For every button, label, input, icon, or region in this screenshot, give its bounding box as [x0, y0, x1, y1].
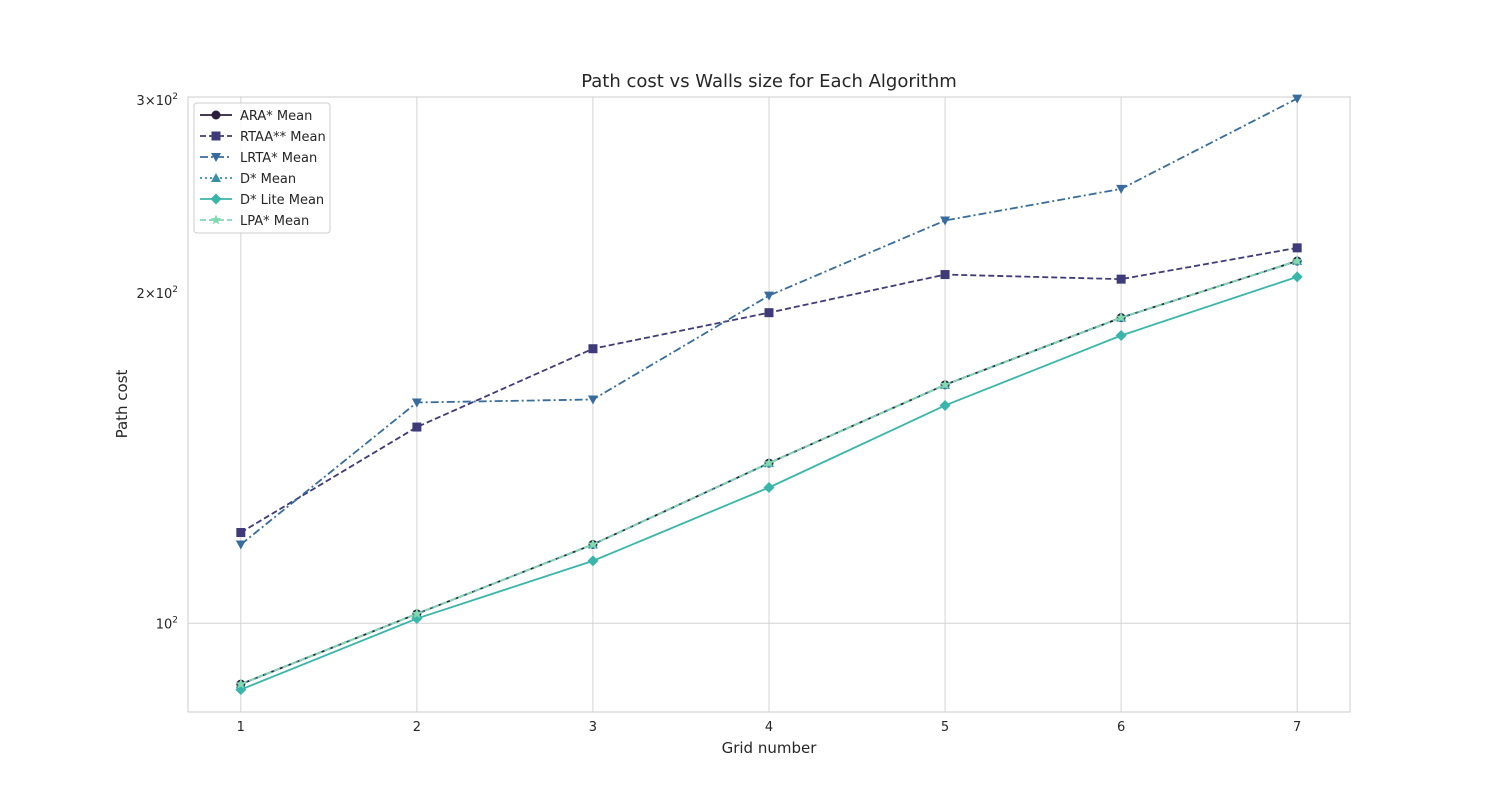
data-point — [1291, 255, 1303, 266]
y-tick-coef: 2× — [137, 287, 156, 302]
legend-entry: D* Lite Mean — [200, 193, 324, 208]
legend-label: RTAA** Mean — [240, 130, 326, 145]
data-point — [588, 344, 598, 354]
data-point — [411, 398, 422, 408]
y-tick-exponent: 2 — [172, 615, 178, 625]
data-point — [764, 291, 774, 301]
y-tick-exponent: 2 — [172, 92, 178, 102]
plot-frame — [187, 96, 1351, 713]
x-tick-label: 3 — [589, 720, 597, 735]
data-point — [1115, 312, 1127, 323]
series-layer — [235, 94, 1303, 696]
data-point — [1116, 274, 1126, 284]
legend-marker — [211, 131, 221, 141]
x-axis-label: Grid number — [722, 739, 818, 757]
data-point — [587, 538, 599, 549]
data-point — [587, 395, 598, 405]
legend-label: D* Lite Mean — [240, 193, 324, 208]
data-point — [763, 457, 775, 468]
chart-title: Path cost vs Walls size for Each Algorit… — [581, 71, 957, 92]
data-point — [411, 613, 423, 625]
data-point — [939, 399, 951, 411]
legend-label: LRTA* Mean — [240, 151, 317, 166]
data-point — [412, 422, 422, 432]
legend-marker — [211, 153, 221, 162]
data-point — [764, 308, 774, 318]
y-tick-label: 102 — [156, 615, 178, 632]
data-point — [1115, 330, 1127, 342]
legend-entry: ARA* Mean — [200, 109, 312, 124]
data-point — [236, 528, 246, 538]
legend-entry: RTAA** Mean — [200, 130, 326, 145]
y-axis-label: Path cost — [113, 369, 131, 438]
x-tick-label: 7 — [1293, 720, 1301, 735]
data-point — [235, 540, 246, 550]
data-point — [1292, 243, 1302, 253]
x-tick-label: 2 — [413, 720, 421, 735]
series-2 — [235, 94, 1303, 550]
x-tick-label: 5 — [941, 720, 949, 735]
data-point — [235, 678, 247, 689]
y-tick-base: 10 — [156, 287, 173, 302]
legend-label: D* Mean — [240, 172, 296, 187]
y-tick-coef: 3× — [137, 94, 156, 109]
data-point — [587, 555, 599, 567]
data-point — [763, 481, 775, 493]
x-tick-label: 6 — [1117, 720, 1125, 735]
legend-label: ARA* Mean — [240, 109, 312, 124]
legend-marker — [211, 173, 221, 182]
y-tick-base: 10 — [156, 94, 173, 109]
legend-marker — [211, 110, 221, 120]
legend: ARA* Mean RTAA** Mean LRTA* Mean D* Mean D* … — [193, 102, 331, 234]
legend-marker — [210, 214, 222, 225]
data-point — [1116, 184, 1127, 194]
y-tick-label: 2×102 — [137, 285, 178, 302]
data-point — [940, 216, 951, 226]
legend-entry: LPA* Mean — [200, 214, 309, 229]
legend-entry: D* Mean — [200, 172, 296, 187]
data-point — [939, 379, 951, 390]
data-point — [940, 270, 950, 280]
y-tick-base: 10 — [156, 617, 173, 632]
y-tick-label: 3×102 — [137, 92, 178, 109]
series-4 — [235, 271, 1303, 696]
legend-entry: LRTA* Mean — [200, 151, 317, 166]
data-point — [1292, 94, 1303, 104]
x-tick-label: 1 — [237, 720, 245, 735]
data-point — [1291, 271, 1303, 283]
x-tick-label: 4 — [765, 720, 773, 735]
legend-marker — [210, 193, 222, 205]
series-5 — [235, 255, 1303, 689]
legend-label: LPA* Mean — [240, 214, 309, 229]
y-tick-exponent: 2 — [172, 285, 178, 295]
data-point — [411, 608, 423, 619]
series-1 — [236, 243, 1302, 538]
